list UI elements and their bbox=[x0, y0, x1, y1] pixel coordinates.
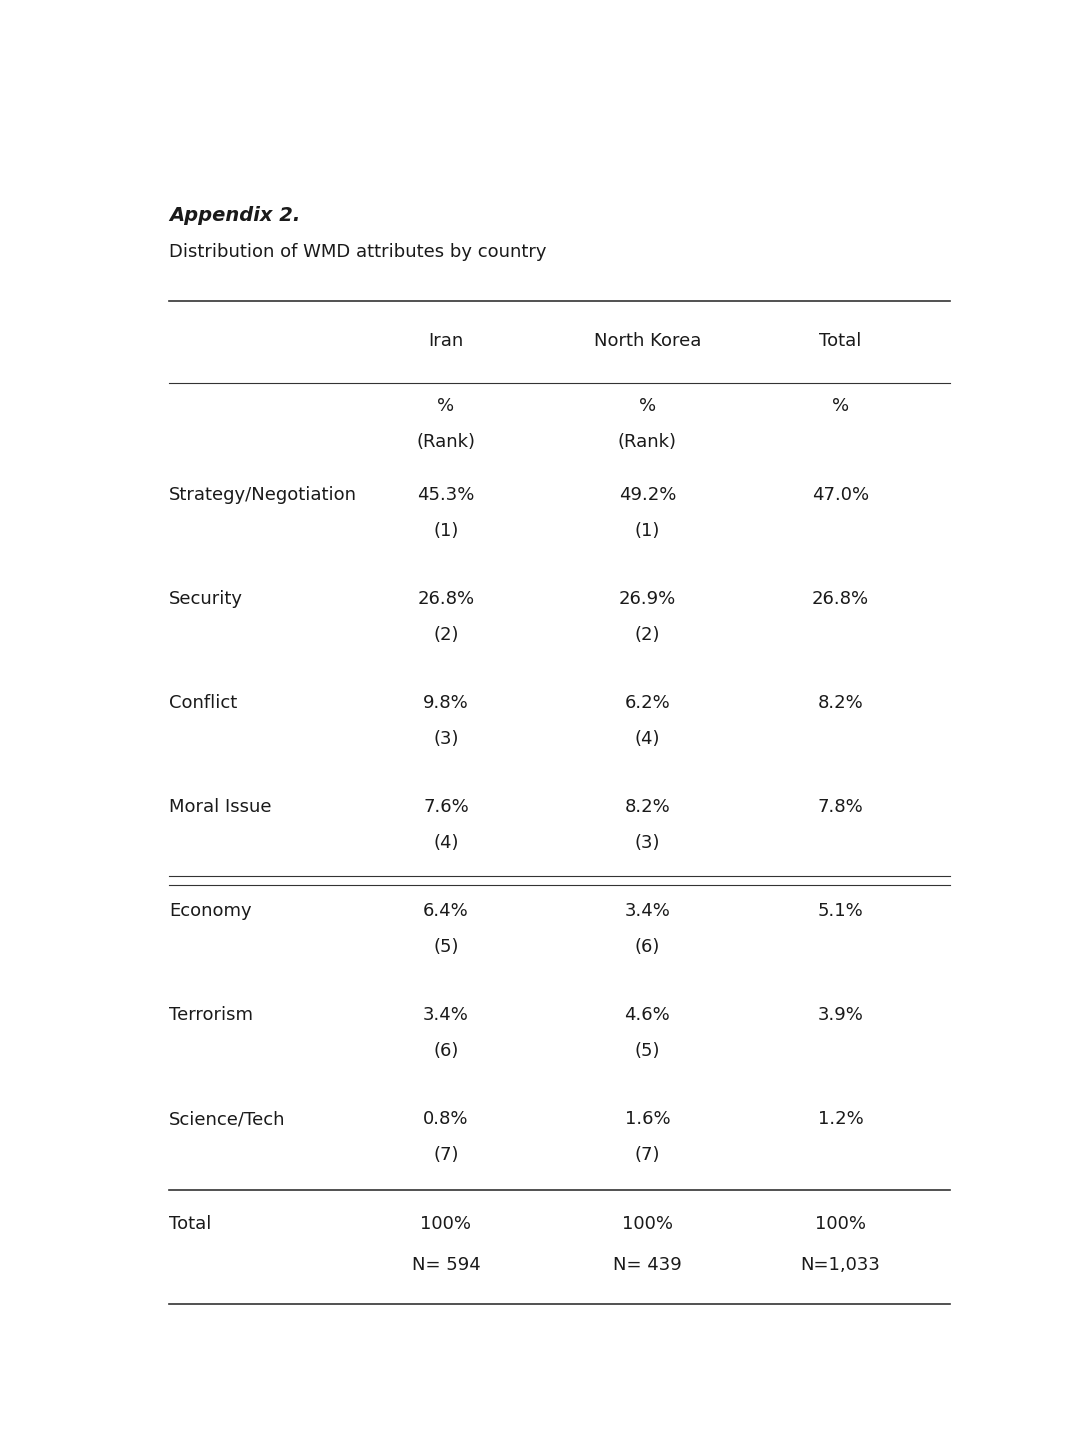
Text: 26.8%: 26.8% bbox=[417, 590, 474, 608]
Text: 26.8%: 26.8% bbox=[812, 590, 869, 608]
Text: 45.3%: 45.3% bbox=[417, 486, 474, 503]
Text: 49.2%: 49.2% bbox=[618, 486, 676, 503]
Text: 4.6%: 4.6% bbox=[625, 1006, 670, 1024]
Text: %: % bbox=[438, 397, 455, 416]
Text: 100%: 100% bbox=[420, 1214, 471, 1233]
Text: Iran: Iran bbox=[428, 333, 464, 350]
Text: (2): (2) bbox=[635, 625, 661, 644]
Text: Moral Issue: Moral Issue bbox=[169, 798, 272, 816]
Text: 6.2%: 6.2% bbox=[625, 694, 670, 712]
Text: 1.6%: 1.6% bbox=[625, 1111, 670, 1128]
Text: Terrorism: Terrorism bbox=[169, 1006, 253, 1024]
Text: 8.2%: 8.2% bbox=[625, 798, 670, 816]
Text: Conflict: Conflict bbox=[169, 694, 237, 712]
Text: 100%: 100% bbox=[814, 1214, 866, 1233]
Text: (2): (2) bbox=[433, 625, 459, 644]
Text: 5.1%: 5.1% bbox=[818, 901, 863, 920]
Text: 47.0%: 47.0% bbox=[812, 486, 869, 503]
Text: North Korea: North Korea bbox=[593, 333, 701, 350]
Text: Science/Tech: Science/Tech bbox=[169, 1111, 286, 1128]
Text: Appendix 2.: Appendix 2. bbox=[169, 206, 300, 225]
Text: %: % bbox=[832, 397, 849, 416]
Text: 7.6%: 7.6% bbox=[423, 798, 469, 816]
Text: N= 439: N= 439 bbox=[613, 1256, 681, 1274]
Text: N= 594: N= 594 bbox=[412, 1256, 480, 1274]
Text: Total: Total bbox=[169, 1214, 211, 1233]
Text: (5): (5) bbox=[635, 1043, 661, 1060]
Text: 3.4%: 3.4% bbox=[625, 901, 670, 920]
Text: (6): (6) bbox=[635, 938, 660, 957]
Text: (Rank): (Rank) bbox=[618, 433, 677, 451]
Text: 8.2%: 8.2% bbox=[818, 694, 863, 712]
Text: 6.4%: 6.4% bbox=[423, 901, 469, 920]
Text: N=1,033: N=1,033 bbox=[800, 1256, 880, 1274]
Text: Strategy/Negotiation: Strategy/Negotiation bbox=[169, 486, 357, 503]
Text: (4): (4) bbox=[433, 835, 459, 852]
Text: (7): (7) bbox=[635, 1146, 661, 1165]
Text: (3): (3) bbox=[433, 730, 459, 747]
Text: 3.9%: 3.9% bbox=[818, 1006, 863, 1024]
Text: (1): (1) bbox=[635, 522, 660, 539]
Text: (6): (6) bbox=[433, 1043, 458, 1060]
Text: (7): (7) bbox=[433, 1146, 459, 1165]
Text: 7.8%: 7.8% bbox=[818, 798, 863, 816]
Text: (1): (1) bbox=[433, 522, 458, 539]
Text: (3): (3) bbox=[635, 835, 661, 852]
Text: Distribution of WMD attributes by country: Distribution of WMD attributes by countr… bbox=[169, 243, 547, 260]
Text: 1.2%: 1.2% bbox=[818, 1111, 863, 1128]
Text: Economy: Economy bbox=[169, 901, 251, 920]
Text: (5): (5) bbox=[433, 938, 459, 957]
Text: 9.8%: 9.8% bbox=[423, 694, 469, 712]
Text: (4): (4) bbox=[635, 730, 661, 747]
Text: (Rank): (Rank) bbox=[417, 433, 475, 451]
Text: 26.9%: 26.9% bbox=[618, 590, 676, 608]
Text: %: % bbox=[639, 397, 656, 416]
Text: 3.4%: 3.4% bbox=[423, 1006, 469, 1024]
Text: Total: Total bbox=[819, 333, 862, 350]
Text: 0.8%: 0.8% bbox=[423, 1111, 469, 1128]
Text: Security: Security bbox=[169, 590, 243, 608]
Text: 100%: 100% bbox=[622, 1214, 673, 1233]
